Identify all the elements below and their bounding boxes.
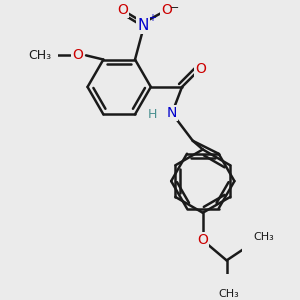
Text: O: O	[117, 3, 128, 17]
Text: N: N	[167, 106, 177, 120]
Text: CH₃: CH₃	[28, 49, 51, 62]
Text: H: H	[147, 109, 157, 122]
Text: +: +	[148, 13, 156, 22]
Text: O: O	[195, 61, 206, 76]
Text: CH₃: CH₃	[218, 289, 239, 299]
Text: −: −	[170, 3, 180, 14]
Text: N: N	[138, 18, 149, 33]
Text: O: O	[197, 233, 208, 247]
Text: O: O	[72, 48, 83, 62]
Text: CH₃: CH₃	[254, 232, 274, 242]
Text: O: O	[161, 3, 172, 17]
